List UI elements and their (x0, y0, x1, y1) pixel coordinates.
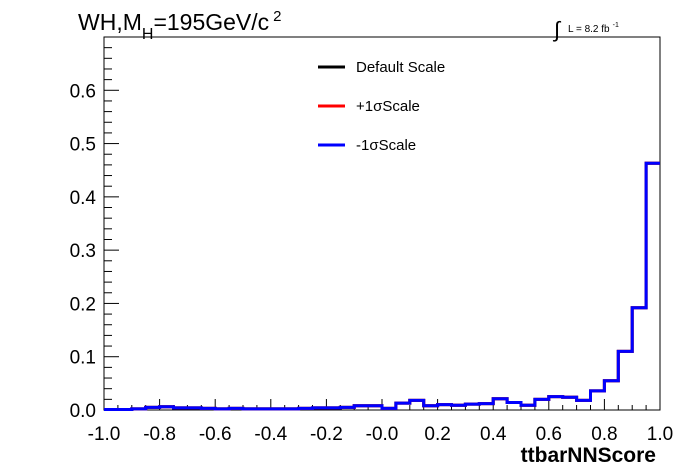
y-tick-label: 0.4 (70, 188, 97, 209)
x-tick-label: -0.4 (254, 424, 287, 445)
lumi-integral: ∫ (552, 17, 562, 42)
legend-label-default: Default Scale (356, 59, 445, 76)
x-tick-label: 0.4 (480, 424, 507, 445)
legend-label-plus: +1σScale (356, 98, 420, 115)
legend: Default Scale +1σScale -1σScale (318, 59, 445, 154)
lumi-label: L = 8.2 fb -1 (568, 22, 619, 35)
chart-title: WH,MH=195GeV/c 2 (78, 8, 282, 43)
y-tick-label: 0.3 (70, 241, 96, 262)
y-tick-label: 0.1 (70, 348, 96, 369)
axis-tick-labels: -1.0 -0.8 -0.6 -0.4 -0.2 -0.0 0.2 0.4 0.6 0.8 1.0 0… (70, 81, 674, 445)
legend-label-minus: -1σScale (356, 137, 416, 154)
title-subscript: H (142, 26, 154, 43)
x-tick-label: 0.2 (424, 424, 450, 445)
x-tick-label: -0.6 (199, 424, 232, 445)
series-line-0 (104, 161, 660, 411)
series-line-1 (104, 161, 660, 411)
x-tick-label: -0.0 (366, 424, 399, 445)
plot-frame (103, 36, 661, 411)
series-line-2 (104, 161, 660, 411)
x-tick-label: 0.8 (591, 424, 617, 445)
x-tick-label: 0.6 (536, 424, 562, 445)
title-prefix: WH,M (78, 9, 142, 35)
y-tick-label: 0.5 (70, 135, 96, 156)
x-tick-label: -0.8 (143, 424, 176, 445)
x-tick-label: 1.0 (647, 424, 673, 445)
lumi-text: L = 8.2 fb (568, 24, 610, 35)
x-axis-title: ttbarNNScore (521, 444, 656, 467)
x-tick-label: -1.0 (88, 424, 121, 445)
y-tick-label: 0.2 (70, 294, 96, 315)
title-superscript: 2 (273, 8, 281, 25)
series-layer (104, 161, 660, 411)
title-rest: =195GeV/c (153, 9, 269, 35)
y-tick-label: 0.0 (70, 401, 96, 422)
lumi-superscript: -1 (613, 22, 619, 29)
y-tick-label: 0.6 (70, 81, 96, 102)
x-tick-label: -0.2 (310, 424, 343, 445)
